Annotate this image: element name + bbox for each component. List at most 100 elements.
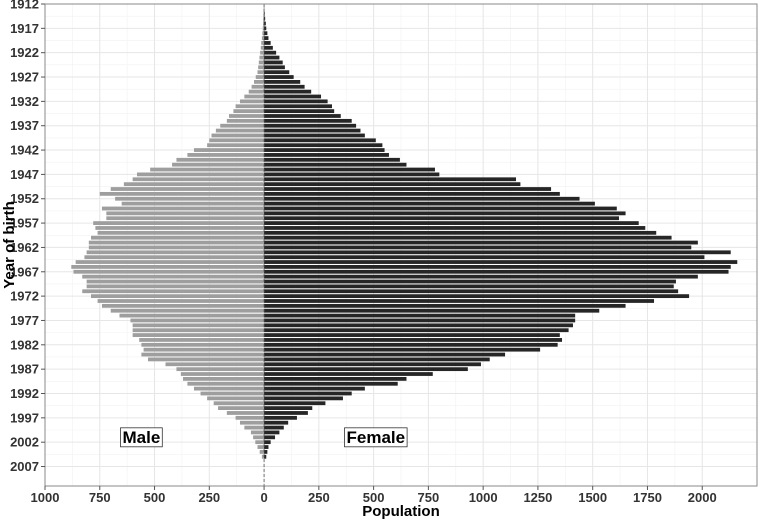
bar-female [264,255,705,260]
bar-male [187,153,265,157]
bar-male [260,45,265,50]
x-tick-label: 1500 [578,490,607,505]
bar-female [264,430,280,435]
x-tick-label: 1000 [469,490,498,505]
bar-male [82,289,265,294]
y-tick-label: 1962 [10,240,39,255]
bar-female [264,157,400,162]
bar-female [264,89,312,94]
y-tick-label: 1912 [10,0,39,12]
bar-female [264,60,283,65]
bar-male [213,401,265,406]
bar-female [264,21,266,26]
x-tick-label: 1000 [31,490,60,505]
bar-male [86,250,265,255]
bar-female [264,45,273,50]
bar-female [264,148,385,152]
bar-female [264,182,521,187]
bar-male [229,114,265,118]
bar-female [264,94,322,99]
bar-male [263,11,265,16]
bar-male [207,143,265,148]
bar-female [264,352,506,357]
bar-male [193,386,265,391]
bar-female [264,420,289,425]
bar-female [264,143,383,148]
bar-female [264,338,563,342]
bar-male [261,454,265,459]
y-tick-label: 1937 [10,118,39,133]
bar-male [226,118,265,123]
bar-female [264,376,407,381]
bar-male [193,148,265,152]
bar-female [264,396,343,401]
bar-male [255,440,265,445]
y-tick-label: 1967 [10,264,39,279]
bar-male [262,26,265,31]
bar-female [264,265,731,269]
bar-female [264,221,639,225]
bar-male [258,65,265,70]
bar-female [264,128,361,133]
bar-male [121,201,265,206]
y-tick-label: 1957 [10,216,39,231]
bar-female [264,318,576,323]
group-label-box [344,427,408,448]
bar-male [259,55,265,60]
bar-female [264,308,600,313]
bar-male [235,415,265,420]
bar-female [264,391,352,396]
bar-female [264,138,376,143]
bars [71,4,738,486]
bar-male [263,16,265,21]
bar-male [261,36,265,40]
bar-female [264,323,573,328]
bar-female [264,172,440,177]
bar-male [226,411,265,415]
bar-male [215,128,265,133]
bar-female [264,230,657,235]
y-tick-label: 1932 [10,94,39,109]
bar-female [264,26,267,31]
bar-male [261,41,265,45]
x-tick-label: 500 [363,490,385,505]
bar-female [264,274,698,279]
bar-male [139,338,265,342]
bar-male [106,216,265,221]
bar-male [88,240,265,245]
bar-female [264,36,269,40]
bar-female [264,206,617,211]
y-tick-label: 1977 [10,313,39,328]
bar-male [244,425,265,430]
bar-female [264,313,576,318]
bar-female [264,196,580,201]
x-tick-label: 750 [418,490,440,505]
bar-male [141,352,265,357]
bar-female [264,367,468,372]
bar-male [137,172,265,177]
bar-male [176,367,265,372]
bar-male [95,226,265,230]
y-tick-label: 1922 [10,45,39,60]
bar-female [264,289,679,294]
bar-male [211,133,265,138]
x-tick-label: 1750 [633,490,662,505]
bar-male [123,182,265,187]
bar-male [233,109,265,114]
bar-male [130,318,265,323]
bar-male [132,177,265,182]
group-label-female: Female [347,428,406,447]
bar-male [143,347,265,352]
bar-male [255,75,265,79]
bar-female [264,201,595,206]
bar-female [264,347,541,352]
bar-female [264,284,674,289]
bar-female [264,342,558,347]
bar-male [172,162,265,167]
y-tick-label: 1947 [10,167,39,182]
bar-male [91,294,265,299]
bar-female [264,84,305,89]
x-tick-label: 0 [260,490,267,505]
bar-female [264,357,490,362]
